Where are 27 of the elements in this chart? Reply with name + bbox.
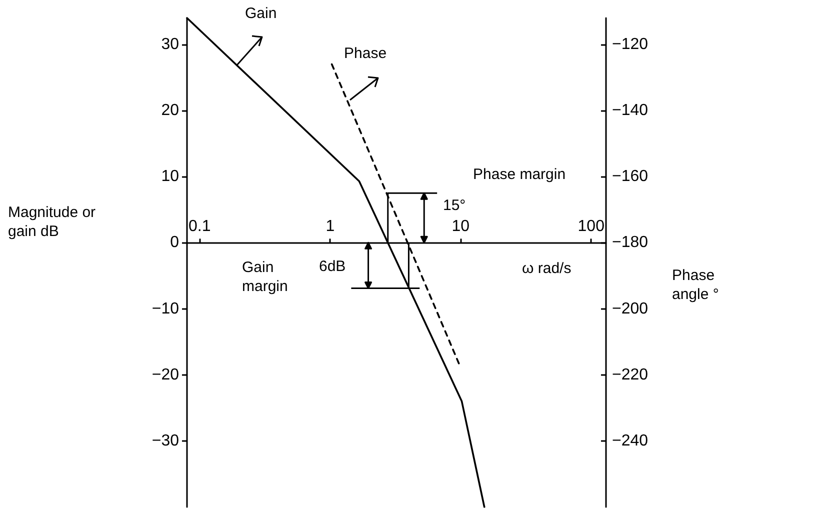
series-label: Phase [344, 45, 387, 62]
y2-tick-label: −140 [612, 102, 648, 120]
x-tick-label: 100 [578, 218, 605, 236]
y-tick-label: −20 [152, 366, 180, 384]
y2-tick-label: −200 [612, 300, 648, 318]
y-axis-title: Magnitude or gain dB [8, 204, 96, 240]
y-tick-label: −30 [152, 432, 180, 450]
x-tick-label: 1 [326, 218, 335, 236]
annotation: Phase margin [473, 166, 566, 183]
y2-axis-title: Phase angle ° [672, 267, 719, 303]
y2-tick-label: −120 [612, 36, 648, 53]
annotation: Gain margin [242, 259, 288, 295]
y-tick-label: 20 [161, 102, 180, 120]
y2-tick-label: −160 [612, 168, 648, 186]
x-tick-label: 0.1 [188, 218, 211, 236]
y-tick-label: 30 [161, 36, 180, 53]
y2-tick-label: −220 [612, 366, 648, 384]
y-tick-label: 0 [170, 234, 180, 252]
y2-tick-label: −240 [612, 432, 648, 450]
x-tick-label: 10 [452, 218, 470, 236]
x-axis-title: ω rad/s [522, 260, 572, 277]
annotation: 15° [443, 197, 466, 214]
y2-tick-label: −180 [612, 234, 648, 252]
y-tick-label: −10 [152, 300, 180, 318]
y-tick-label: 10 [161, 168, 180, 186]
annotation: 6dB [319, 258, 346, 275]
text: Gain [245, 5, 277, 22]
